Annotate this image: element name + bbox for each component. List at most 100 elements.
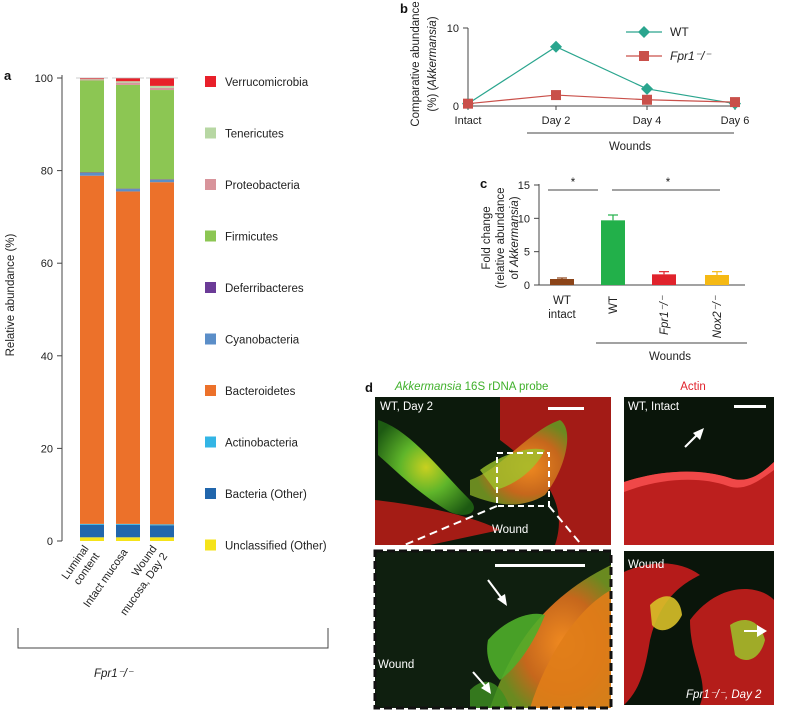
scale-bar bbox=[548, 407, 584, 410]
a-bar-segment bbox=[150, 78, 174, 86]
a-ytick-label: 100 bbox=[35, 73, 53, 85]
a-bar-segment bbox=[150, 87, 174, 91]
c-x-label: intact bbox=[548, 309, 576, 321]
panel-c-letter: c bbox=[480, 176, 487, 191]
b-legend-label: WT bbox=[670, 25, 689, 39]
panel-d: d Akkermansia 16S rDNA probe Actin WT, D… bbox=[365, 380, 774, 710]
a-bar-segment bbox=[150, 90, 174, 180]
a-legend-swatch bbox=[205, 76, 216, 87]
c-bar bbox=[550, 279, 574, 285]
a-bar-segment bbox=[116, 84, 140, 189]
a-bar-segment bbox=[150, 179, 174, 180]
a-bar-segment bbox=[80, 79, 104, 81]
a-legend-swatch bbox=[205, 539, 216, 551]
micrograph-zoom: Wound bbox=[373, 549, 613, 710]
a-legend-swatch bbox=[205, 230, 216, 242]
panel-b-ylabel-line2: (%) (Akkermansia) bbox=[427, 16, 439, 111]
a-legend-swatch bbox=[205, 488, 216, 499]
a-ytick-label: 60 bbox=[41, 258, 53, 270]
a-bar-segment bbox=[80, 78, 104, 80]
a-legend-swatch bbox=[205, 436, 216, 448]
a-bar-segment bbox=[116, 82, 140, 85]
a-legend-swatch bbox=[205, 179, 216, 190]
a-bar-segment bbox=[150, 182, 174, 525]
b-point bbox=[463, 98, 473, 109]
a-ytick-label: 20 bbox=[41, 443, 53, 455]
c-ytick-label: 15 bbox=[518, 180, 530, 192]
a-legend-label: Cyanobacteria bbox=[225, 335, 300, 347]
a-bar-segment bbox=[116, 188, 140, 190]
b-xtick-label: Day 4 bbox=[633, 115, 662, 127]
a-bar-segment bbox=[80, 80, 104, 173]
a-legend-swatch bbox=[205, 333, 216, 345]
panel-c-ticks: 0 5 10 15 bbox=[518, 180, 539, 292]
intact-scale-bar bbox=[734, 405, 766, 408]
panel-a-legend: Verrucomicrobia Tenericutes Proteobacteria… bbox=[205, 76, 327, 553]
panel-a-bars bbox=[76, 77, 178, 541]
svg-text:Nox2⁻/⁻: Nox2⁻/⁻ bbox=[712, 295, 724, 338]
c-bar bbox=[601, 220, 625, 285]
a-bar-segment bbox=[116, 81, 140, 83]
a-legend-label: Tenericutes bbox=[225, 129, 284, 141]
panel-d-header-red: Actin bbox=[680, 381, 706, 393]
panel-d-letter: d bbox=[365, 380, 373, 395]
arrow-3 bbox=[684, 433, 699, 448]
panel-c-bars bbox=[550, 214, 729, 285]
b-series-line bbox=[467, 94, 736, 105]
a-legend-swatch bbox=[205, 127, 216, 139]
panel-c-ylabel-line1: Fold change bbox=[481, 206, 493, 269]
panel-a-group-label: Fpr1⁻/⁻ bbox=[94, 668, 134, 680]
b-xtick-label: Intact bbox=[455, 115, 482, 127]
b-series-line bbox=[467, 46, 736, 105]
a-ytick-label: 40 bbox=[41, 351, 53, 363]
a-bar-segment bbox=[80, 172, 104, 176]
panel-a-ylabel: Relative abundance (%) bbox=[5, 233, 17, 356]
panel-a-y-ticks: 0 20 40 60 80 100 bbox=[35, 73, 62, 548]
panel-b-series bbox=[462, 40, 741, 110]
c-ytick-label: 5 bbox=[524, 247, 530, 259]
c-x-label-rot: Fpr1⁻/⁻ bbox=[659, 295, 671, 335]
a-bar-segment bbox=[116, 524, 140, 538]
c-bar bbox=[652, 274, 676, 285]
panel-b-legend: WT Fpr1⁻/⁻ bbox=[626, 25, 712, 63]
micrograph-wt-day2: WT, Day 2 Wound bbox=[375, 397, 611, 550]
b-point bbox=[551, 90, 561, 101]
panel-d-header-green: Akkermansia 16S rDNA probe bbox=[394, 381, 548, 393]
a-legend-label: Unclassified (Other) bbox=[225, 541, 327, 553]
b-point bbox=[730, 97, 740, 108]
c-ytick-label: 0 bbox=[524, 280, 530, 292]
micrograph-3-label: WT, Intact bbox=[628, 401, 680, 413]
b-point bbox=[642, 94, 652, 105]
b-ytick-label: 0 bbox=[453, 101, 459, 113]
panel-c-x-labels: WT intact WT Fpr1⁻/⁻ Nox2⁻/⁻ bbox=[548, 295, 724, 338]
svg-text:WT: WT bbox=[608, 296, 620, 314]
panel-c-sig-star-1: * bbox=[571, 177, 576, 189]
panel-b-ylabel-line1: Comparative abundance bbox=[410, 1, 422, 126]
micrograph-4-corner-label: Fpr1⁻/⁻, Day 2 bbox=[686, 689, 762, 701]
c-x-label-rot: WT bbox=[608, 296, 620, 314]
b-xtick-label: Day 6 bbox=[721, 115, 750, 127]
a-legend-swatch bbox=[205, 282, 216, 293]
a-bar-segment bbox=[80, 175, 104, 524]
a-bar-segment bbox=[150, 179, 174, 183]
panel-b-letter: b bbox=[400, 1, 408, 16]
micrograph-4-label: Wound bbox=[628, 559, 664, 571]
c-bar bbox=[705, 275, 729, 285]
micrograph-1-wound-label: Wound bbox=[492, 524, 528, 536]
panel-c-ylabel-line3: of Akkermansia) bbox=[509, 196, 521, 279]
panel-c-ylabel-line2: (relative abundance bbox=[495, 187, 507, 288]
panel-c-group-label: Wounds bbox=[649, 351, 691, 363]
b-point bbox=[550, 40, 562, 53]
a-ytick-label: 0 bbox=[47, 536, 53, 548]
b-legend-marker bbox=[638, 26, 650, 38]
c-x-label-rot: Nox2⁻/⁻ bbox=[712, 295, 724, 338]
a-bar-segment bbox=[80, 78, 104, 79]
c-ytick-label: 10 bbox=[518, 213, 530, 225]
zoom-scale-bar bbox=[495, 564, 585, 567]
a-bar-segment bbox=[80, 172, 104, 173]
c-x-label: WT bbox=[553, 295, 571, 307]
a-bar-segment bbox=[150, 537, 174, 541]
panel-c: c Fold change (relative abundance of Akk… bbox=[480, 176, 747, 363]
b-point bbox=[641, 82, 653, 95]
